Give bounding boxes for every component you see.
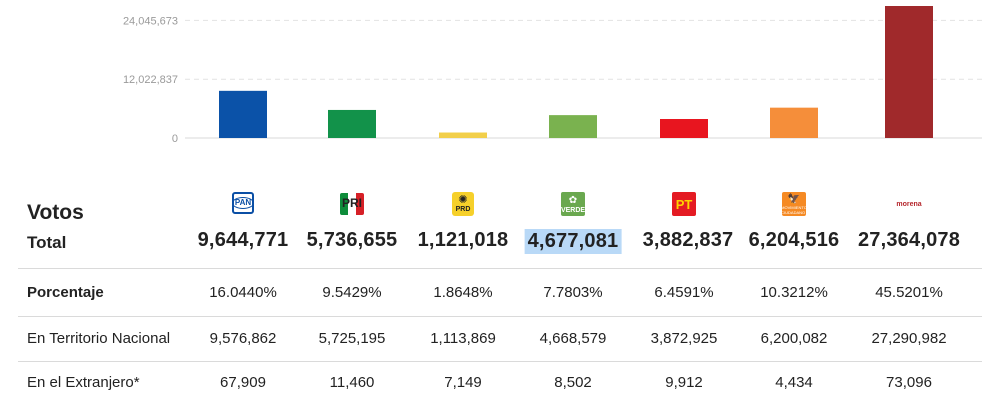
table-cell: 9,912 [665, 374, 703, 391]
table-cell: 11,460 [329, 374, 375, 391]
table-cell: 5,725,195 [318, 330, 386, 347]
total-pri: 5,736,655 [306, 229, 398, 251]
table-cell: 9.5429% [322, 284, 382, 301]
table-cell: 45.5201% [875, 284, 943, 301]
y-tick-label: 12,022,837 [123, 74, 178, 86]
pan-logo-text: PAN [231, 197, 255, 209]
y-tick-label: 24,045,673 [123, 15, 178, 27]
chart-y-ticks: 0 12,022,837 24,045,673 [123, 15, 178, 145]
pan-logo-icon: PAN [231, 192, 255, 214]
table-cell: 1.8648% [433, 284, 493, 301]
table-cell: 67,909 [220, 374, 266, 391]
total-label: Total [27, 233, 67, 252]
table-cell: 73,096 [886, 374, 932, 391]
table-cell: 7,149 [444, 374, 482, 391]
table-cell: 27,290,982 [871, 330, 947, 347]
table-cell: 1,113,869 [430, 330, 496, 347]
total-mc: 6,204,516 [748, 229, 840, 251]
movimiento-ciudadano-logo-icon: 🦅 MOVIMIENTO CIUDADANO [781, 192, 807, 216]
table-cell: 4,668,579 [539, 330, 607, 347]
row-label-extranjero: En el Extranjero* [27, 374, 140, 391]
table-cell: 4,434 [775, 374, 813, 391]
row-divider [18, 268, 982, 269]
bar-prd[interactable] [439, 132, 487, 138]
pri-logo-text: PRI [341, 196, 362, 210]
table-cell: 9,576,862 [209, 330, 277, 347]
morena-logo-icon: morena [889, 198, 929, 210]
y-tick-label: 0 [172, 133, 178, 145]
total-verde: 4,677,081 [524, 229, 622, 254]
row-divider [18, 361, 982, 362]
verde-logo-icon: ✿ VERDE [561, 192, 585, 216]
bar-mc[interactable] [770, 107, 818, 138]
mc-logo-text: MOVIMIENTO CIUDADANO [781, 204, 807, 215]
table-cell: 3,872,925 [650, 330, 718, 347]
chart-bars [219, 6, 933, 138]
total-pt: 3,882,837 [642, 229, 734, 251]
row-label-territorio-nacional: En Territorio Nacional [27, 330, 171, 347]
table-cell: 6,200,082 [760, 330, 828, 347]
row-divider [18, 316, 982, 317]
bar-pan[interactable] [219, 90, 267, 138]
pri-logo-icon: PRI [340, 192, 364, 216]
vote-bar-chart: 0 12,022,837 24,045,673 [123, 6, 982, 145]
bar-pt[interactable] [660, 119, 708, 138]
table-cell: 7.7803% [543, 284, 603, 301]
pt-logo-icon: PT [672, 192, 696, 216]
table-cell: 16.0440% [209, 284, 277, 301]
morena-logo-text: morena [896, 200, 922, 208]
bar-pri[interactable] [328, 109, 376, 138]
table-cell: 8,502 [554, 374, 592, 391]
pt-logo-text: PT [675, 196, 693, 212]
prd-logo-icon: ✺ PRD [452, 192, 474, 216]
total-pan: 9,644,771 [197, 229, 289, 251]
bar-morena[interactable] [885, 6, 933, 138]
table-cell: 10.3212% [760, 284, 828, 301]
total-prd: 1,121,018 [417, 229, 509, 251]
total-morena: 27,364,078 [857, 229, 961, 251]
verde-logo-text: VERDE [560, 206, 586, 214]
table-cell: 6.4591% [654, 284, 714, 301]
bar-pvem[interactable] [549, 115, 597, 138]
votos-title: Votos [27, 201, 84, 224]
prd-logo-text: PRD [455, 206, 471, 213]
row-label-porcentaje: Porcentaje [27, 284, 104, 301]
